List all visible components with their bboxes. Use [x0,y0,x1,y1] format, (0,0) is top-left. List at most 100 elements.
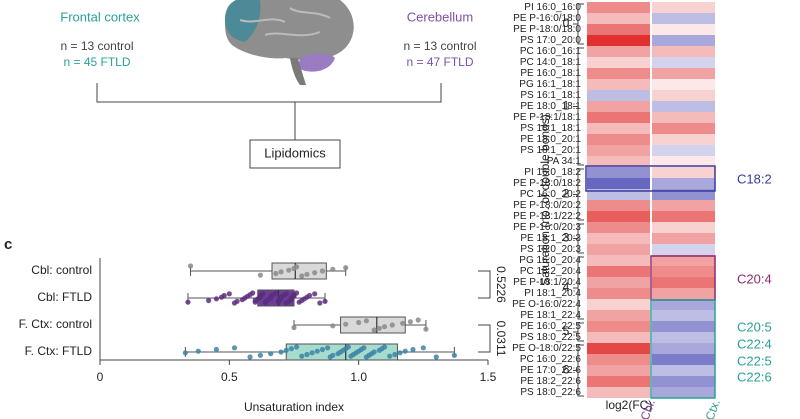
highlight-label: C18:2 [737,171,772,186]
box-plot: 0 0.5 1.0 1.5 Unsaturation index Cbl: control… [19,258,508,414]
heat-cell [587,343,650,354]
lipid-label: PE 18:0_18:1 [520,101,581,112]
lipid-label: PG 16:0_20:4 [519,255,581,266]
data-point [314,348,320,354]
x-axis-label: Unsaturation index [244,400,344,414]
highlight-label: C20:4 [737,271,772,286]
heat-cell [587,79,650,90]
heat-cell [652,354,715,365]
lipid-label: PS 18:1_20:1 [520,145,581,156]
heat-cell [587,13,650,24]
lipid-label: PG 16:1_18:1 [519,79,581,90]
heat-cell [587,244,650,255]
heat-cell [587,233,650,244]
data-point [213,346,219,353]
lipid-label: PE 16:0_18:1 [520,68,581,79]
heat-cell [587,299,650,310]
x-tick-label: 1.5 [480,370,497,384]
heat-cell [587,288,650,299]
heat-cell [652,68,715,79]
data-point [402,348,408,354]
data-point [433,354,439,360]
lipid-label: PS 16:1_18:1 [520,90,581,101]
heat-cell [587,90,650,101]
heat-cell [652,343,715,354]
highlight-box [650,299,716,399]
heat-cell [587,310,650,321]
column-label: Cbl. [637,397,657,419]
heat-cell [587,46,650,57]
group-bracket [573,223,584,254]
heat-cell [652,365,715,376]
data-point [273,270,279,277]
data-point [283,291,289,297]
highlight-box [585,165,716,192]
method-label: Lipidomics [264,145,326,160]
highlight-label: C20:5 [737,319,772,334]
data-point [273,290,279,296]
method-box [249,139,341,169]
heat-cell [652,101,715,112]
data-point [371,327,377,333]
data-point [343,321,349,327]
data-point [299,273,305,279]
heat-cell [587,387,650,398]
data-point [312,270,318,276]
data-point [361,345,367,351]
heat-cell [587,68,650,79]
heat-cell [652,167,715,178]
data-point [250,290,256,296]
heat-cell [652,255,715,266]
heat-cell [652,134,715,145]
data-point [234,298,240,304]
heat-cell [587,112,650,123]
heat-cell [587,354,650,365]
data-point [257,272,263,278]
group-bracket [573,168,584,221]
heat-cell [587,211,650,222]
data-point [397,350,403,356]
heat-cell [652,189,715,200]
group-label: 4 [563,280,570,294]
lipid-label: PE P-18:1/18:1 [513,112,581,123]
heat-cell [652,387,715,398]
group-bracket [573,256,584,320]
region-label: Frontal cortex [60,9,140,24]
heat-cell [652,233,715,244]
heat-cell [652,2,715,13]
data-point [400,320,406,326]
data-point [226,291,232,297]
lipid-label: PE O-16:0/22:4 [512,299,581,310]
group-label: 3 [563,231,570,245]
n-label: n = 47 FTLD [406,55,473,69]
heatmap: PI 16:0_16:0PE P-16:0/18:0PE P-18:0/18:0… [512,2,772,419]
lipid-label: PE P-16:0/18:0 [513,13,581,24]
data-point [345,344,351,350]
data-point [387,353,393,359]
lipid-label: PE 18:1_22:4 [520,310,581,321]
heat-cell [652,123,715,134]
data-point [330,352,336,358]
brain-illustration [225,0,354,85]
data-point [221,292,227,299]
group-bracket [573,322,584,342]
lipid-label: PE 18:0_20:1 [520,134,581,145]
data-point [392,351,398,358]
y-axis-label: Saturation (no. of double bonds) [538,114,552,285]
heat-cell [587,57,650,68]
data-point [213,296,219,302]
column-label: Ctx. [702,397,722,419]
p-value: 0.5226 [494,266,508,303]
category-label: Cbl: control [31,263,92,277]
data-point [283,347,289,353]
lipid-label: PC 18:2_20:4 [520,266,582,277]
x-tick-label: 0.5 [221,370,238,384]
x-tick-label: 1.0 [350,370,367,384]
data-point [407,319,413,325]
data-point [363,318,370,324]
lipid-label: PS 18:1_18:1 [520,123,581,134]
heat-cell [652,112,715,123]
lipid-label: PC 14:0_18:1 [520,57,582,68]
lipid-label: PE 18:2_22:6 [520,376,581,387]
